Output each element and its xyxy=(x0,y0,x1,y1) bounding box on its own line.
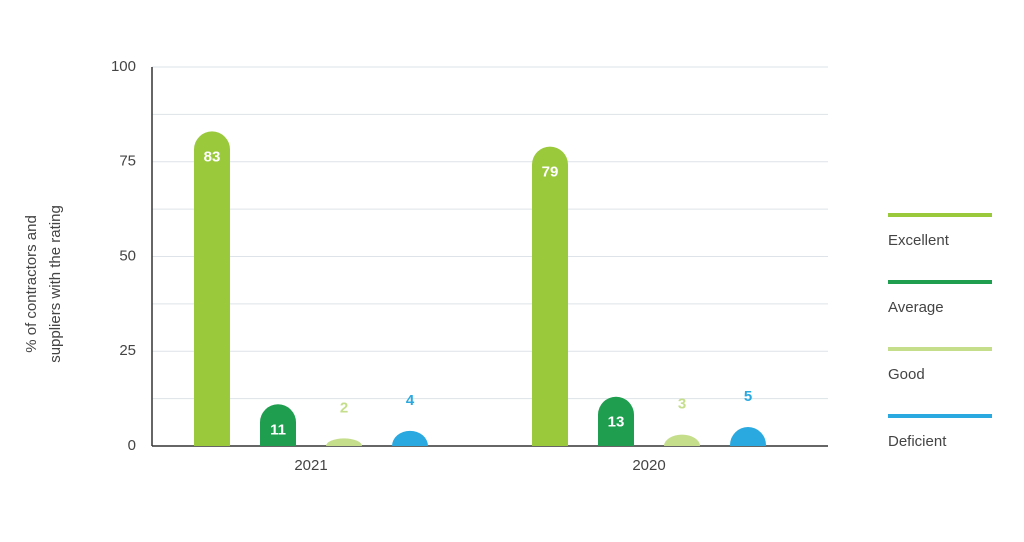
x-tick-label: 2020 xyxy=(632,457,665,474)
value-label: 4 xyxy=(406,392,415,409)
bar xyxy=(326,438,362,446)
y-axis-label: % of contractors and xyxy=(23,215,40,353)
value-label: 5 xyxy=(744,388,752,405)
y-tick-label: 25 xyxy=(119,342,136,359)
value-label: 3 xyxy=(678,396,686,413)
value-label: 83 xyxy=(204,148,221,165)
bar xyxy=(730,427,766,446)
y-tick-label: 75 xyxy=(119,153,136,170)
y-tick-label: 100 xyxy=(111,58,136,75)
legend-label: Average xyxy=(888,299,944,316)
y-axis-label: suppliers with the rating xyxy=(47,205,64,363)
bar xyxy=(664,434,700,446)
legend-label: Excellent xyxy=(888,232,950,249)
value-label: 11 xyxy=(270,421,286,438)
bar xyxy=(260,404,296,446)
value-label: 2 xyxy=(340,399,348,416)
bar xyxy=(392,430,428,446)
bar xyxy=(194,131,230,446)
y-tick-label: 0 xyxy=(128,437,136,454)
bar xyxy=(598,396,634,446)
value-label: 13 xyxy=(608,414,625,431)
legend-label: Good xyxy=(888,366,925,383)
x-tick-label: 2021 xyxy=(294,457,327,474)
value-label: 79 xyxy=(542,164,559,181)
legend-label: Deficient xyxy=(888,433,947,450)
bar xyxy=(532,146,568,446)
y-tick-label: 50 xyxy=(119,247,136,264)
